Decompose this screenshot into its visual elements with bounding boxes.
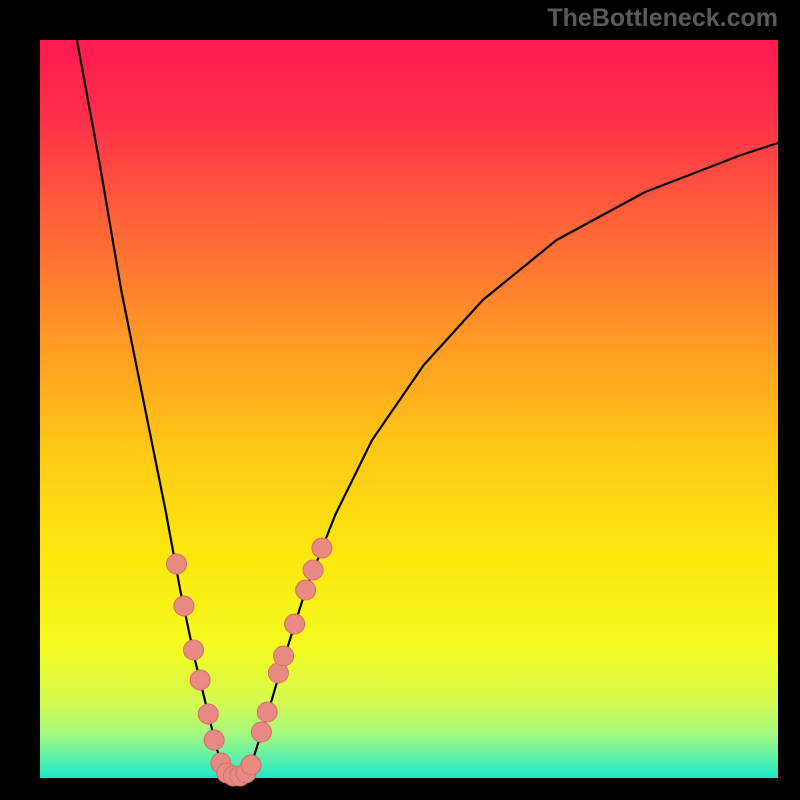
data-marker bbox=[167, 554, 187, 574]
watermark-text: TheBottleneck.com bbox=[547, 4, 778, 33]
bottleneck-curve bbox=[77, 40, 778, 776]
data-marker bbox=[241, 755, 261, 775]
chart-container: TheBottleneck.com bbox=[0, 0, 800, 800]
data-marker bbox=[251, 722, 271, 742]
curve-layer bbox=[0, 0, 800, 800]
data-marker bbox=[190, 670, 210, 690]
plot-area bbox=[40, 40, 778, 778]
data-marker bbox=[296, 580, 316, 600]
data-marker bbox=[285, 614, 305, 634]
data-marker bbox=[174, 596, 194, 616]
data-marker bbox=[198, 704, 218, 724]
data-marker bbox=[274, 646, 294, 666]
data-marker bbox=[204, 730, 224, 750]
data-marker bbox=[303, 560, 323, 580]
data-marker bbox=[312, 538, 332, 558]
data-marker bbox=[257, 702, 277, 722]
data-marker bbox=[184, 640, 204, 660]
